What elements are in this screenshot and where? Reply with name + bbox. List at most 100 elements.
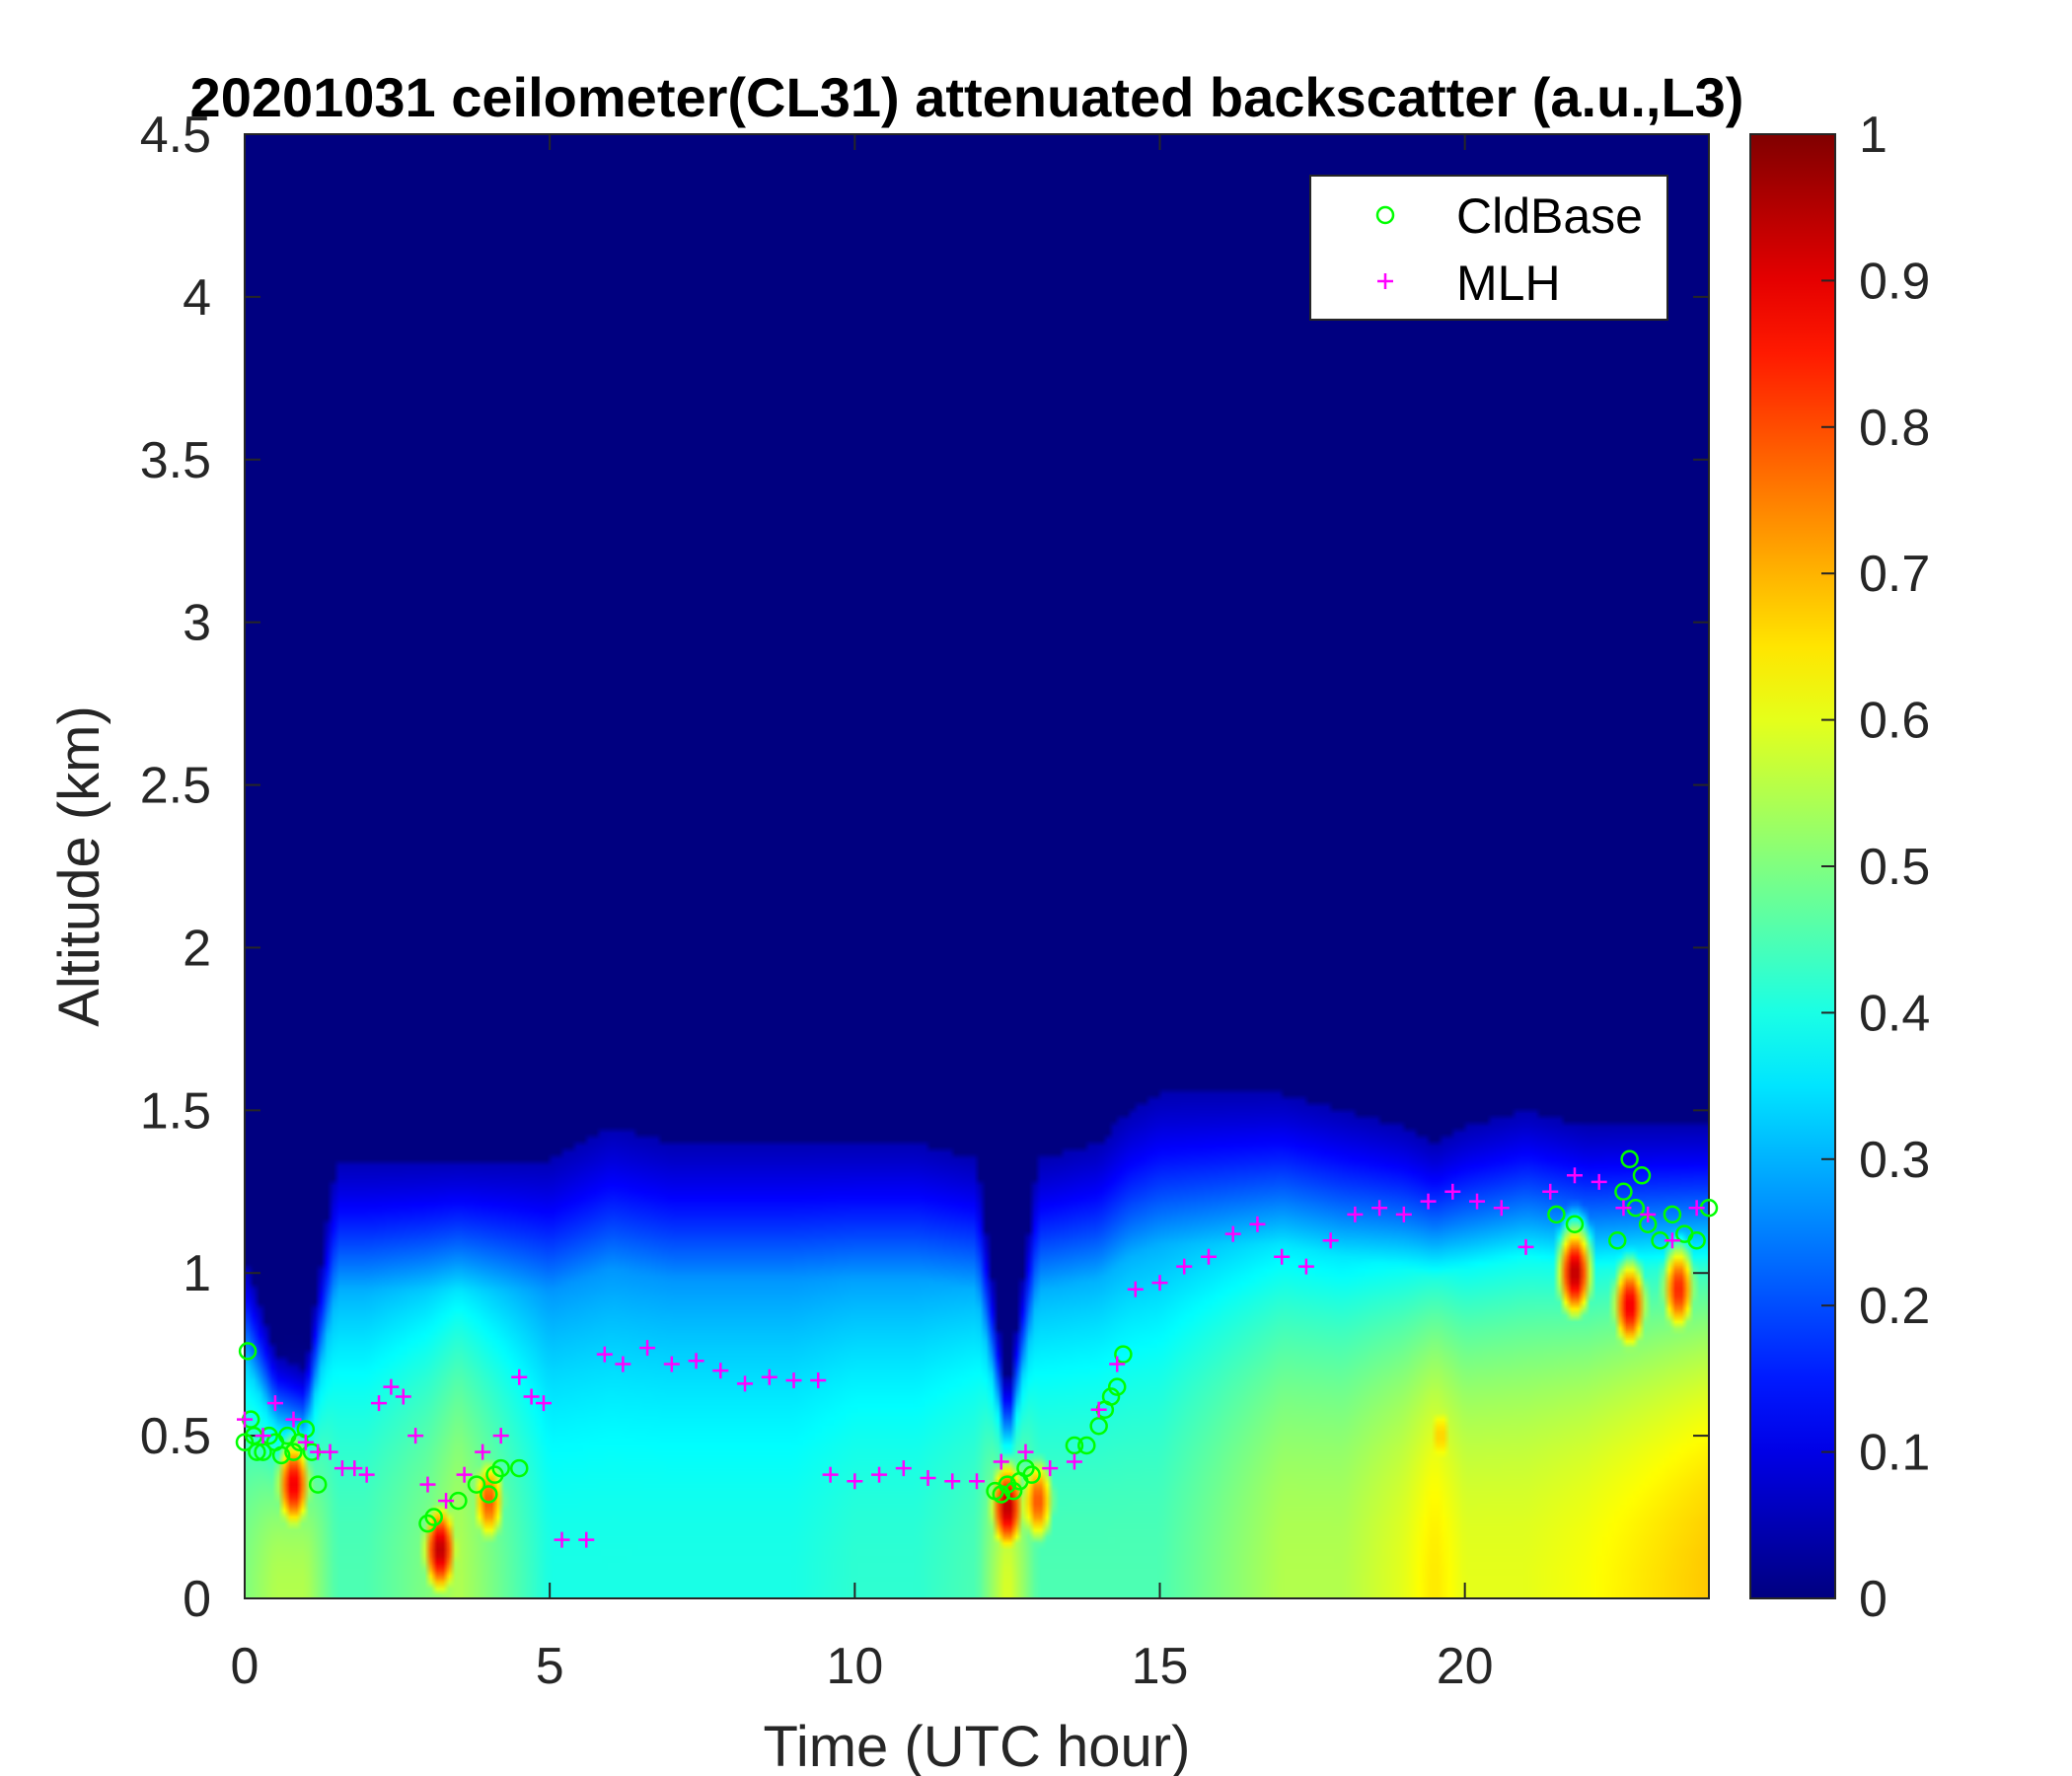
mlh-point [1444,1183,1461,1200]
legend-marker-mlh [1377,273,1393,289]
mlh-point [523,1388,540,1405]
mlh-point [920,1469,936,1486]
mlh-point [615,1356,631,1372]
chart-legend: CldBase MLH [1309,175,1668,321]
plot-area [244,133,1710,1599]
y-tick-label: 3.5 [140,432,211,489]
mlh-point [1615,1200,1632,1217]
cldbase-point [1114,1345,1133,1364]
y-tick-label: 1.5 [140,1082,211,1140]
cldbase-point [1632,1166,1652,1185]
y-tick-label: 0.5 [140,1408,211,1465]
mlh-point [346,1460,363,1477]
colorbar-ticks: 0 0.1 0.2 0.3 0.4 0.5 0.6 0.7 0.8 0.9 1 [1821,107,1930,1628]
mlh-point [358,1466,375,1483]
mlh-point [395,1388,411,1405]
y-tick-label: 2 [183,920,211,977]
mlh-point [1297,1258,1314,1275]
mlh-point [1042,1460,1059,1477]
mlh-point [1347,1206,1364,1222]
cldbase-point [1107,1377,1127,1396]
mlh-point [871,1466,888,1483]
legend-label-mlh: MLH [1456,256,1561,311]
mlh-point [475,1443,491,1460]
mlh-point [1090,1401,1107,1418]
cldbase-point [992,1485,1010,1504]
series-cldbase [235,1149,1719,1533]
cldbase-point [424,1508,443,1526]
mlh-point [596,1346,613,1363]
mlh-point [535,1395,552,1412]
mlh-point [511,1369,528,1385]
x-tick-label: 15 [1132,1638,1189,1695]
mlh-point [322,1443,338,1460]
mlh-point [1127,1281,1144,1297]
colorbar-tick-label: 0.4 [1859,985,1930,1042]
cldbase-point [1065,1436,1084,1455]
colorbar-tick-label: 0.7 [1859,546,1930,603]
cldbase-point [1620,1149,1639,1169]
colorbar-tick-label: 0.9 [1859,253,1930,310]
cldbase-point [1003,1481,1023,1501]
colorbar-tick-label: 0.8 [1859,400,1930,457]
plot-frame [244,133,1710,1599]
mlh-point [1017,1443,1034,1460]
cldbase-point [1101,1387,1121,1406]
mlh-point [266,1395,283,1412]
mlh-point [969,1473,985,1490]
x-axis-label: Time (UTC hour) [764,1715,1191,1776]
cldbase-point [271,1445,291,1465]
mlh-point [407,1428,424,1444]
cldbase-point [510,1458,529,1478]
cldbase-point [284,1443,303,1461]
mlh-point [1566,1167,1583,1184]
mlh-point [237,1411,253,1428]
mlh-point [1371,1200,1388,1217]
colorbar-tick-label: 0.6 [1859,693,1930,750]
cldbase-point [1565,1215,1585,1234]
cldbase-point [248,1443,266,1461]
cldbase-point [1089,1416,1108,1436]
x-tick-label: 20 [1437,1638,1494,1695]
legend-label-cldbase: CldBase [1456,188,1643,244]
mlh-point [822,1466,839,1483]
x-tick-label: 0 [231,1638,259,1695]
backscatter-heatmap [245,134,1709,1598]
colorbar-tick-label: 0.2 [1859,1278,1930,1335]
colorbar-tick-label: 0.3 [1859,1132,1930,1189]
mlh-point [456,1466,473,1483]
mlh-point [1493,1200,1510,1217]
mlh-point [578,1531,595,1548]
cldbase-point [1077,1436,1096,1455]
colorbar-tick-label: 0.5 [1859,839,1930,896]
mlh-point [1517,1238,1534,1255]
cldbase-point [1608,1230,1627,1250]
mlh-point [663,1356,680,1372]
series-mlh [237,1167,1705,1548]
cldbase-point [467,1475,486,1494]
mlh-point [1420,1193,1437,1210]
legend-box [1309,175,1668,321]
mlh-point [712,1363,729,1379]
chart-title: 20201031 ceilometer(CL31) attenuated bac… [190,66,1744,128]
mlh-point [1200,1248,1217,1265]
y-tick-label: 1 [183,1245,211,1302]
colorbar: 0 0.1 0.2 0.3 0.4 0.5 0.6 0.7 0.8 0.9 1 [1749,107,1930,1628]
mlh-point [1591,1173,1607,1190]
mlh-point [688,1353,704,1369]
mlh-point [847,1473,863,1490]
mlh-point [1469,1193,1486,1210]
mlh-point [993,1453,1009,1470]
cldbase-point [1687,1230,1706,1250]
mlh-point [419,1476,436,1493]
series-layer [235,1149,1719,1548]
legend-marker-cldbase [1375,205,1395,225]
cldbase-point [1547,1205,1566,1224]
cldbase-point [238,1342,258,1361]
y-tick-label: 2.5 [140,758,211,815]
mlh-point [1109,1356,1126,1372]
mlh-point [492,1428,509,1444]
mlh-point [285,1411,302,1428]
colorbar-tick-label: 0 [1859,1571,1887,1628]
